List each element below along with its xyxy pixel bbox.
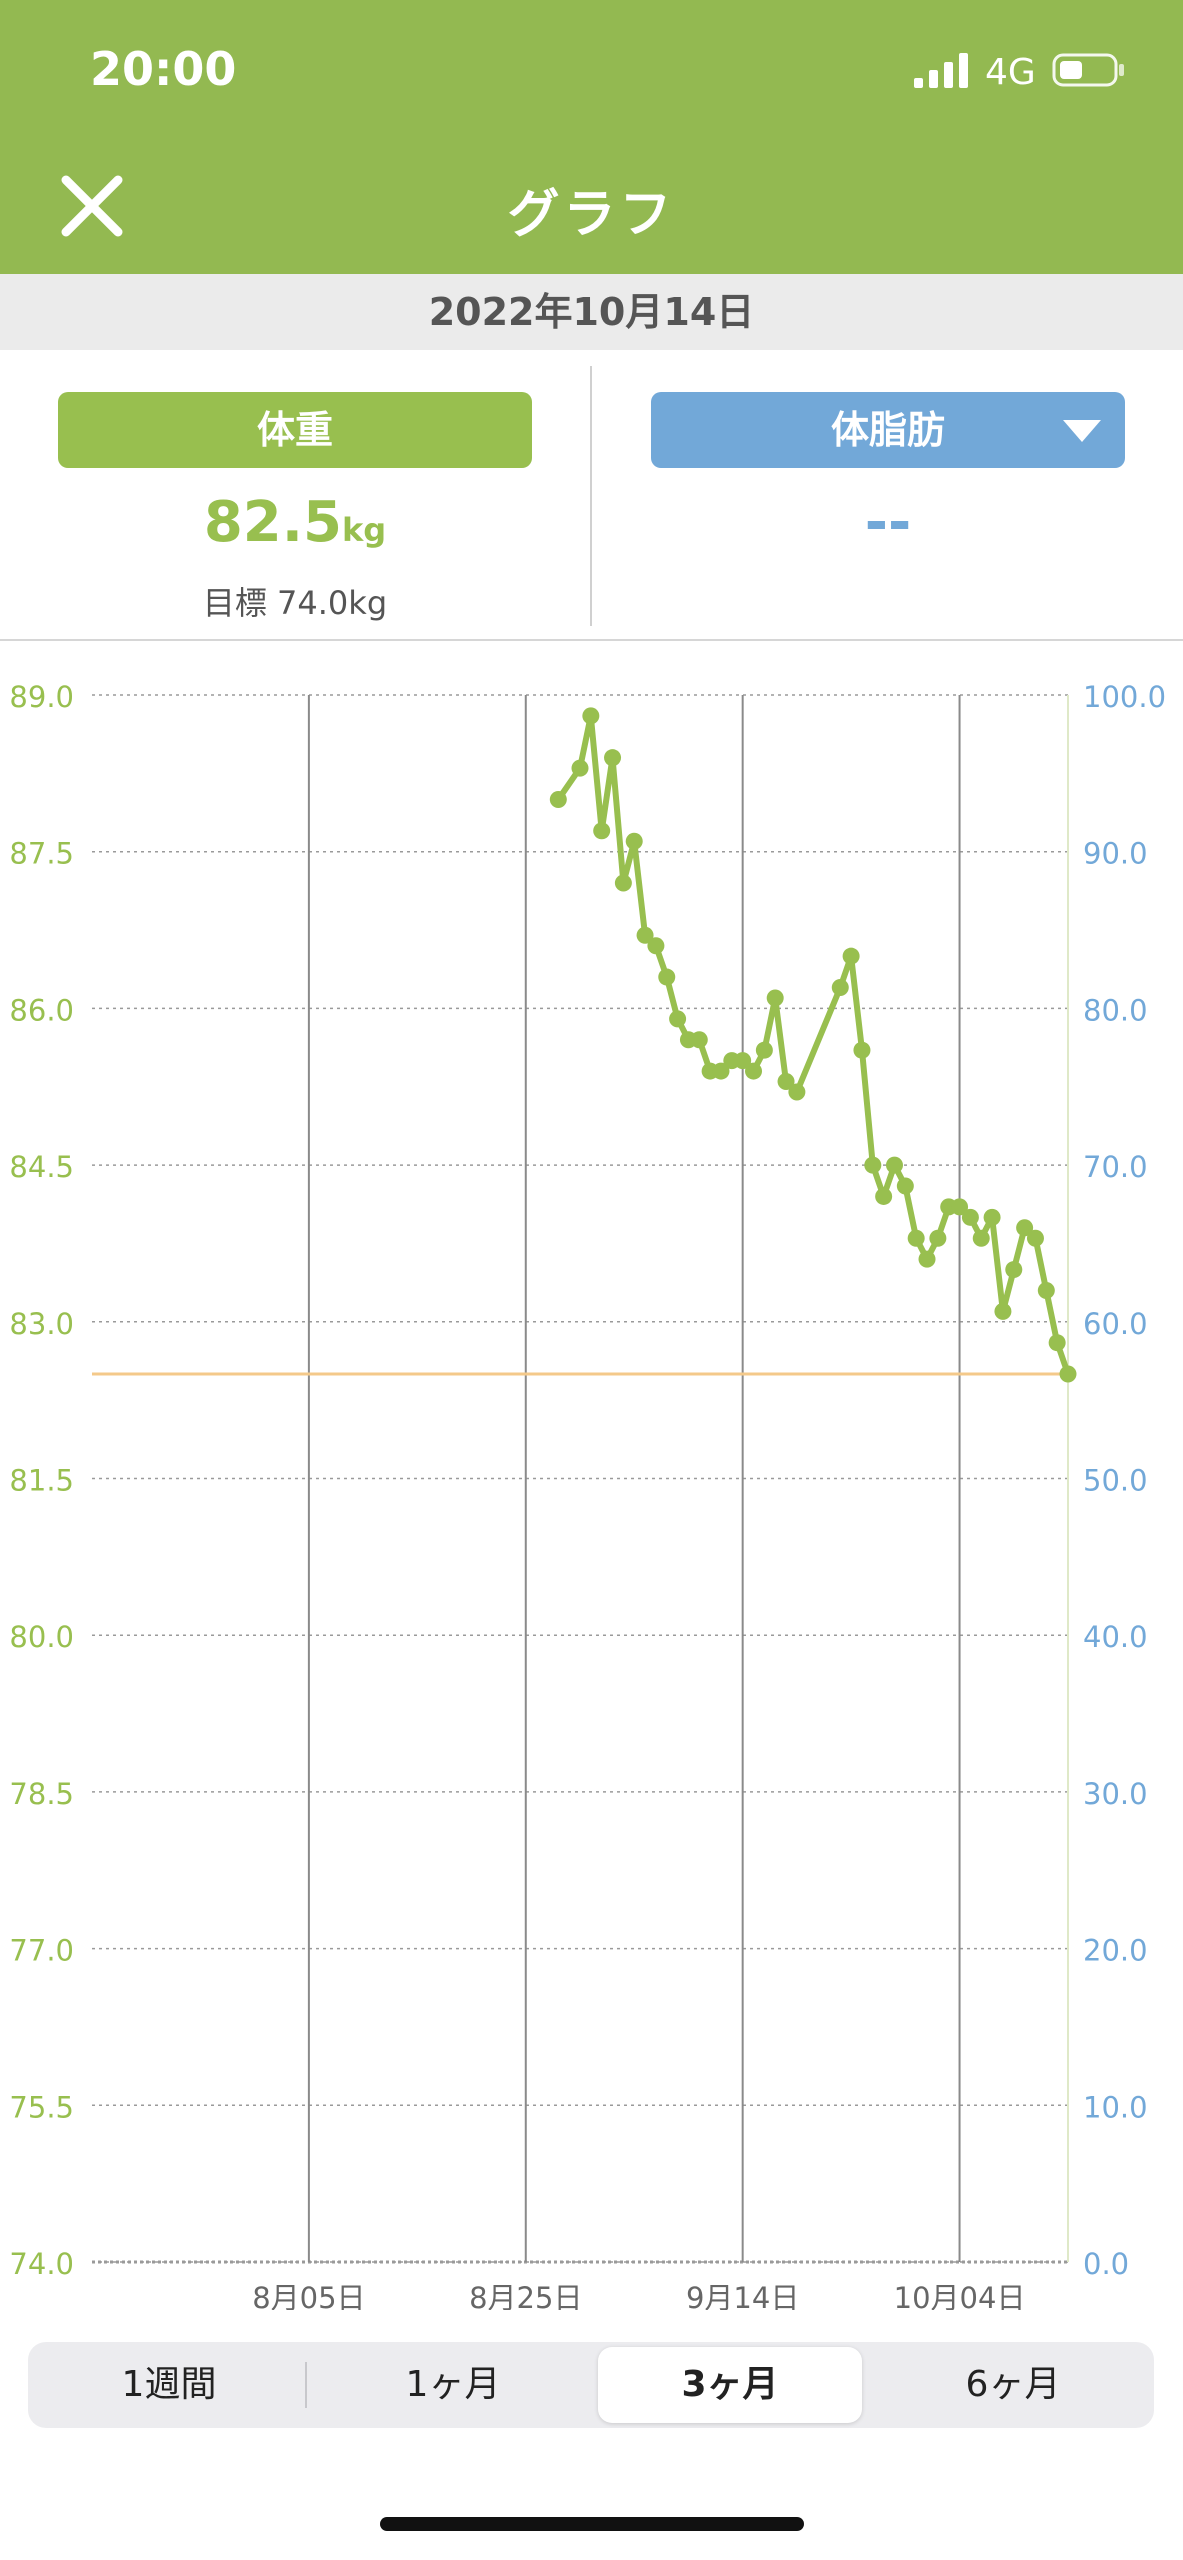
weight-data-point [571,759,589,777]
weight-data-point [766,989,784,1007]
y-right-tick-label: 90.0 [1083,837,1148,871]
range-selector: 1週間 1ヶ月 3ヶ月 6ヶ月 [28,2342,1154,2428]
weight-data-point [831,979,849,997]
summary-divider [590,366,592,626]
weight-button-label: 体重 [256,408,333,452]
weight-data-point [549,790,567,808]
weight-data-point [755,1041,773,1059]
weight-number: 82.5 [203,490,342,555]
weight-data-point [1037,1281,1055,1299]
weight-data-point [647,937,665,955]
body-fat-button-label: 体脂肪 [830,408,945,452]
weight-data-point [788,1083,806,1101]
weight-button[interactable]: 体重 [58,392,532,468]
status-time: 20:00 [90,42,237,96]
weight-data-point [734,1052,752,1070]
weight-data-point [853,1041,871,1059]
weight-data-point [1005,1261,1023,1279]
y-left-tick-label: 89.0 [9,680,74,714]
x-tick-label: 8月05日 [252,2281,365,2310]
range-tab-1-month[interactable]: 1ヶ月 [405,2364,501,2405]
x-tick-label: 10月04日 [894,2281,1026,2310]
weight-data-point [961,1208,979,1226]
y-right-tick-label: 30.0 [1083,1777,1148,1811]
x-tick-label: 9月14日 [686,2281,799,2310]
weight-data-point [972,1229,990,1247]
y-right-tick-label: 0.0 [1083,2247,1129,2281]
y-left-tick-label: 87.5 [9,837,74,871]
range-tab-6-months[interactable]: 6ヶ月 [965,2364,1061,2405]
weight-data-point [625,832,643,850]
weight-data-point [929,1229,947,1247]
y-right-tick-label: 100.0 [1083,680,1166,714]
weight-data-point [951,1198,969,1216]
close-button[interactable] [56,170,128,242]
y-right-tick-label: 70.0 [1083,1150,1148,1184]
weight-value: 82.5kg [58,490,532,555]
body-fat-value: -- [864,490,912,555]
weight-series-line [555,712,1071,1375]
y-left-tick-label: 86.0 [9,993,74,1027]
x-tick-label: 8月25日 [469,2281,582,2310]
weight-data-point [1059,1365,1077,1383]
weight-data-point [604,749,622,767]
y-left-tick-label: 78.5 [9,1777,74,1811]
weight-unit: kg [341,511,387,549]
y-left-tick-label: 84.5 [9,1150,74,1184]
weight-data-point [636,926,654,944]
summary-panel: 体重 82.5kg 目標 74.0kg 体脂肪 -- [0,350,1183,641]
y-right-tick-label: 10.0 [1083,2090,1148,2124]
weight-data-point [669,1010,687,1028]
weight-data-point [658,968,676,986]
screen-title: グラフ [507,185,676,245]
y-left-tick-label: 83.0 [9,1307,74,1341]
y-right-tick-label: 80.0 [1083,993,1148,1027]
weight-data-point [745,1062,763,1080]
weight-data-point [712,1062,730,1080]
navigation-header: 20:00 4G グラフ [0,0,1183,274]
y-right-tick-label: 40.0 [1083,1620,1148,1654]
weight-data-point [864,1156,882,1174]
range-separator [305,2362,307,2408]
weight-chart: 89.0 87.5 86.0 84.5 83.0 81.5 80.0 78.5 77.0 75.5… [9,680,1166,2310]
range-tab-3-months[interactable]: 3ヶ月 [598,2347,862,2423]
battery-icon [1052,53,1124,87]
weight-data-point [983,1208,1001,1226]
y-left-tick-label: 74.0 [9,2247,74,2281]
weight-data-point [885,1156,903,1174]
weight-data-point [1016,1219,1034,1237]
weight-data-point [593,822,611,840]
home-indicator [380,2517,804,2531]
weight-data-point [777,1073,795,1091]
weight-data-point [1026,1229,1044,1247]
weight-data-point [875,1187,893,1205]
weight-data-point [614,874,632,892]
y-left-tick-label: 77.0 [9,1934,74,1968]
y-left-tick-label: 81.5 [9,1464,74,1498]
y-left-tick-label: 80.0 [9,1620,74,1654]
y-right-tick-label: 20.0 [1083,1934,1148,1968]
weight-data-point [907,1229,925,1247]
weight-data-point [918,1250,936,1268]
weight-data-point [690,1031,708,1049]
signal-icon [914,53,968,88]
network-type: 4G [985,52,1036,93]
body-fat-dropdown[interactable]: 体脂肪 [651,392,1125,468]
weight-data-point [1048,1334,1066,1352]
weight-data-point [994,1302,1012,1320]
triangle-down-icon [1063,420,1101,442]
goal-weight: 目標 74.0kg [202,584,388,622]
range-tab-1-week[interactable]: 1週間 [121,2364,217,2405]
weight-data-point [842,947,860,965]
summary-bottom-divider [0,639,1183,641]
weight-data-point [896,1177,914,1195]
y-left-tick-label: 75.5 [9,2090,74,2124]
y-right-tick-label: 60.0 [1083,1307,1148,1341]
date-bar: 2022年10月14日 [0,274,1183,350]
y-right-tick-label: 50.0 [1083,1464,1148,1498]
weight-data-point [582,707,600,725]
